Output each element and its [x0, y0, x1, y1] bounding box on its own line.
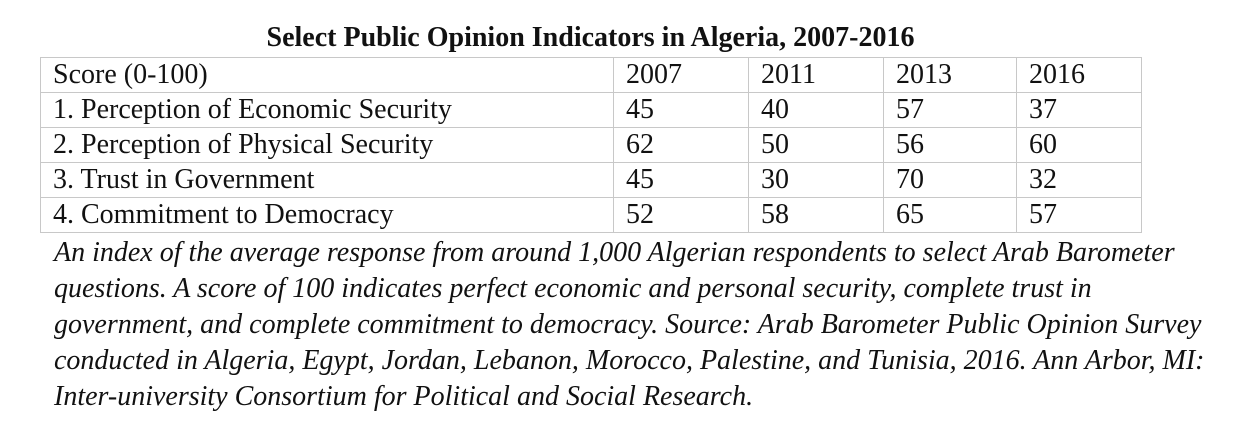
table-cell: 62 [613, 127, 749, 163]
table-cell: 57 [1016, 197, 1142, 233]
header-cell-2011: 2011 [748, 57, 884, 93]
table-cell: 70 [883, 162, 1017, 198]
table-cell: 60 [1016, 127, 1142, 163]
row-label: 1. Perception of Economic Security [40, 92, 614, 128]
table-cell: 32 [1016, 162, 1142, 198]
source-note: An index of the average response from ar… [54, 237, 1205, 412]
table-cell: 58 [748, 197, 884, 233]
header-cell-score: Score (0-100) [40, 57, 614, 93]
header-cell-2016: 2016 [1016, 57, 1142, 93]
header-cell-2013: 2013 [883, 57, 1017, 93]
table-row: 2. Perception of Physical Security 62 50… [40, 127, 1142, 163]
table-title: Select Public Opinion Indicators in Alge… [266, 22, 915, 53]
table-cell: 45 [613, 92, 749, 128]
table-cell: 52 [613, 197, 749, 233]
table-cell: 37 [1016, 92, 1142, 128]
table-cell: 57 [883, 92, 1017, 128]
table-row: 3. Trust in Government 45 30 70 32 [40, 162, 1142, 198]
indicators-table: Score (0-100) 2007 2011 2013 2016 1. Per… [40, 57, 1142, 233]
table-row: 4. Commitment to Democracy 52 58 65 57 [40, 197, 1142, 233]
row-label: 3. Trust in Government [40, 162, 614, 198]
table-cell: 50 [748, 127, 884, 163]
table-cell: 56 [883, 127, 1017, 163]
table-cell: 40 [748, 92, 884, 128]
table-cell: 45 [613, 162, 749, 198]
table-cell: 30 [748, 162, 884, 198]
table-header-row: Score (0-100) 2007 2011 2013 2016 [40, 57, 1142, 93]
header-cell-2007: 2007 [613, 57, 749, 93]
table-cell: 65 [883, 197, 1017, 233]
row-label: 4. Commitment to Democracy [40, 197, 614, 233]
table-row: 1. Perception of Economic Security 45 40… [40, 92, 1142, 128]
row-label: 2. Perception of Physical Security [40, 127, 614, 163]
